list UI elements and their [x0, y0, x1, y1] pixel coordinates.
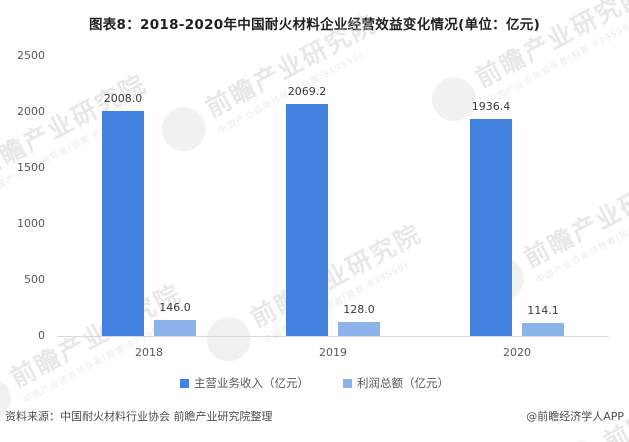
- bar-value-label: 2008.0: [103, 92, 143, 105]
- bar-2018-series1: [154, 320, 196, 336]
- x-category-label: 2018: [135, 346, 163, 359]
- watermark-logo-icon: [153, 98, 214, 159]
- bar-value-label: 1936.4: [471, 100, 511, 113]
- source-text: 资料来源：中国耐火材料行业协会 前瞻产业研究院整理: [5, 410, 273, 423]
- bar-2020-series1: [522, 323, 564, 336]
- legend-label-revenue: 主营业务收入（亿元）: [194, 376, 309, 390]
- legend: 主营业务收入（亿元） 利润总额（亿元）: [0, 375, 629, 391]
- bar-2019-series1: [338, 322, 380, 336]
- y-axis-tick-label: 1500: [17, 161, 45, 174]
- legend-label-profit: 利润总额（亿元）: [357, 376, 449, 390]
- x-axis-line: [57, 336, 609, 337]
- watermark-logo-icon: [198, 308, 259, 369]
- legend-swatch-profit: [343, 378, 352, 388]
- bar-value-label: 128.0: [343, 303, 375, 316]
- y-axis-tick-label: 1000: [17, 217, 45, 230]
- bar-value-label: 114.1: [527, 304, 559, 317]
- y-axis-tick-label: 2000: [17, 105, 45, 118]
- legend-item-revenue: 主营业务收入（亿元）: [180, 375, 309, 391]
- y-axis-tick-label: 2500: [17, 49, 45, 62]
- y-axis-tick-label: 500: [24, 273, 45, 286]
- legend-item-profit: 利润总额（亿元）: [343, 375, 449, 391]
- bar-value-label: 2069.2: [287, 85, 327, 98]
- y-axis-tick-label: 0: [38, 329, 45, 342]
- chart-title: 图表8：2018-2020年中国耐火材料企业经营效益变化情况(单位：亿元): [88, 17, 541, 33]
- bar-value-label: 146.0: [159, 301, 191, 314]
- x-category-label: 2020: [503, 346, 531, 359]
- watermark: 前瞻产业研究院 中国产业咨询领导者(股票:839599): [153, 4, 389, 160]
- credit-text: @前瞻经济学人APP: [526, 410, 624, 423]
- watermark-logo-icon: [551, 432, 612, 442]
- bar-2018-series0: [102, 111, 144, 336]
- legend-swatch-revenue: [180, 378, 189, 388]
- footer: 资料来源：中国耐火材料行业协会 前瞻产业研究院整理 @前瞻经济学人APP: [0, 408, 629, 424]
- bar-2019-series0: [286, 104, 328, 336]
- x-category-label: 2019: [319, 346, 347, 359]
- bar-2020-series0: [470, 119, 512, 336]
